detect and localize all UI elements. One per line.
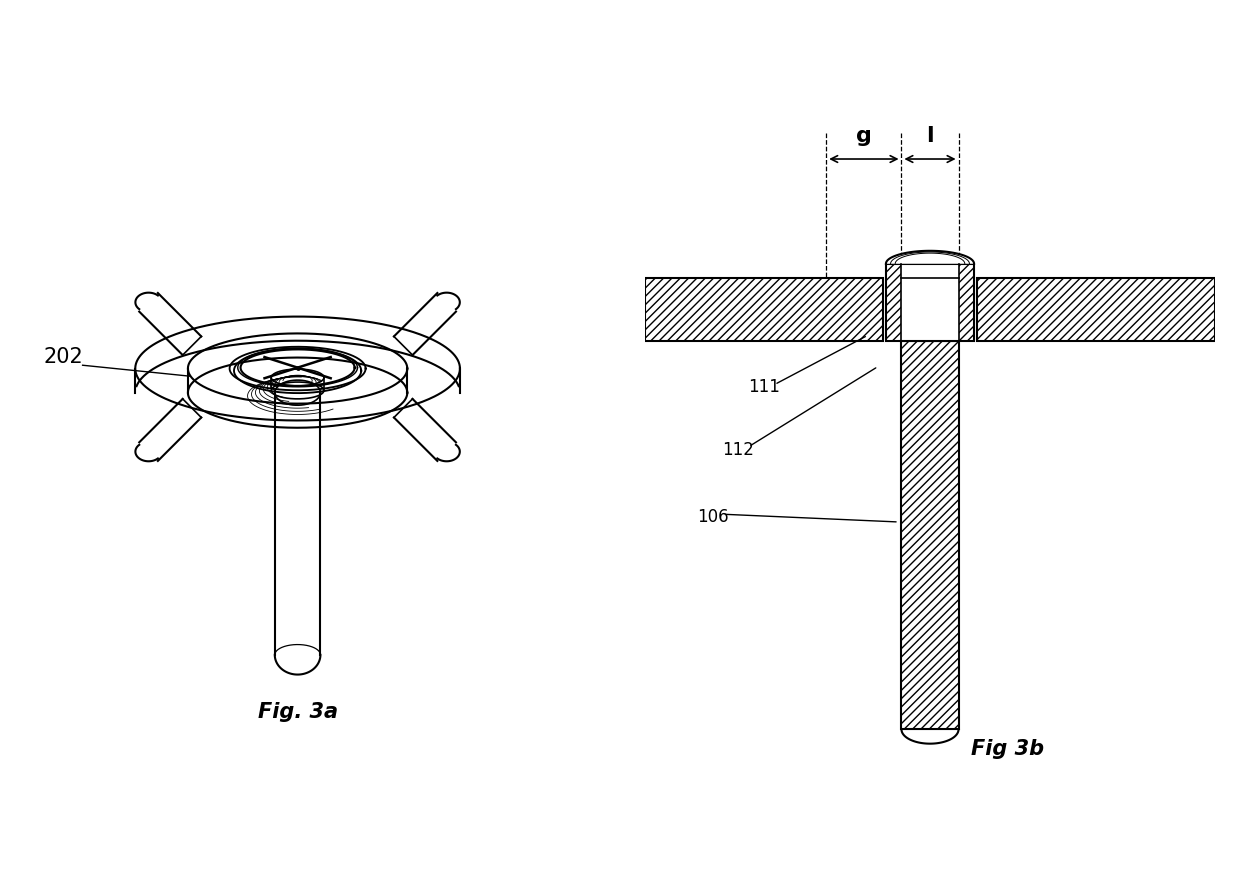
Bar xyxy=(977,278,1215,341)
Text: g: g xyxy=(856,126,872,146)
Bar xyxy=(959,264,975,341)
Bar xyxy=(885,264,901,341)
Text: Fig. 3a: Fig. 3a xyxy=(258,702,337,722)
Text: l: l xyxy=(926,126,934,146)
Bar xyxy=(645,278,883,341)
Bar xyxy=(645,278,883,341)
Text: 202: 202 xyxy=(43,347,83,367)
Text: 111: 111 xyxy=(749,378,780,396)
Text: 106: 106 xyxy=(697,508,728,526)
Bar xyxy=(901,341,959,729)
Bar xyxy=(977,278,1215,341)
Polygon shape xyxy=(885,251,975,264)
Text: Fig 3b: Fig 3b xyxy=(971,739,1044,760)
Bar xyxy=(885,264,975,341)
Text: 112: 112 xyxy=(723,441,754,458)
Bar xyxy=(901,341,959,729)
